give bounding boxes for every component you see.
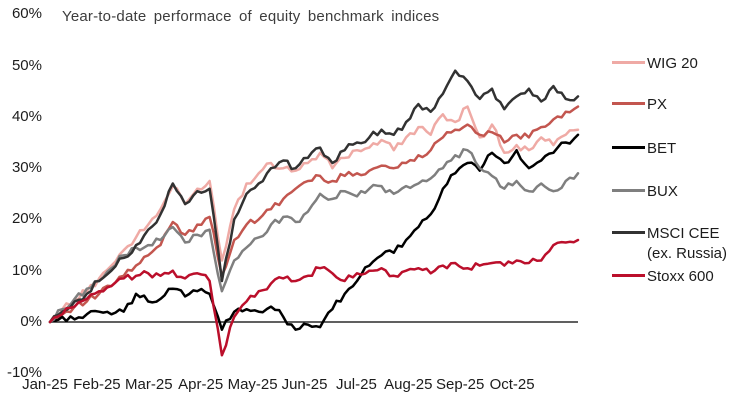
x-tick-label: Apr-25: [178, 376, 224, 393]
legend-swatch-icon: [612, 146, 645, 149]
legend-item: MSCI CEE (ex. Russia): [612, 224, 744, 264]
legend-label: PX: [647, 96, 668, 113]
legend-label: Stoxx 600: [647, 268, 714, 285]
y-tick-label: 40%: [11, 107, 42, 125]
series-line-px: [48, 105, 580, 324]
y-tick-label: 0%: [20, 313, 42, 330]
y-tick-label: 20%: [11, 210, 42, 228]
legend-item: PX: [612, 95, 744, 115]
x-tick-label: Jun-25: [281, 376, 328, 393]
y-tick-label: 60%: [11, 5, 42, 23]
chart-title: Year-to-date performace of equity benchm…: [62, 8, 440, 25]
legend-swatch-icon: [612, 189, 645, 192]
x-tick-label: Jul-25: [335, 376, 377, 393]
series-line-msci-cee-ex-russia: [48, 69, 580, 324]
y-tick-label: 30%: [11, 159, 42, 177]
series-line-bux: [48, 148, 580, 324]
legend-swatch-icon: [612, 274, 645, 277]
series-line-bet: [48, 133, 580, 331]
legend-label: BET: [647, 140, 677, 157]
legend-label: WIG 20: [647, 55, 698, 72]
y-tick-label: 50%: [11, 56, 42, 74]
legend-swatch-icon: [612, 231, 645, 234]
x-tick-label: Sep-25: [436, 376, 485, 393]
x-tick-label: May-25: [227, 376, 278, 393]
legend-label: MSCI CEE (ex. Russia): [647, 225, 728, 262]
x-tick-label: Aug-25: [384, 376, 433, 393]
series-line-stoxx-600: [48, 238, 580, 357]
x-tick-label: Oct-25: [489, 376, 535, 393]
x-tick-label: Mar-25: [125, 376, 173, 393]
series-line-wig-20: [48, 105, 580, 324]
legend-item: BUX: [612, 182, 744, 202]
legend-item: WIG 20: [612, 54, 744, 74]
legend-item: BET: [612, 139, 744, 159]
legend-swatch-icon: [612, 61, 645, 64]
legend-label: BUX: [647, 183, 678, 200]
y-tick-label: -10%: [6, 364, 42, 382]
legend-item: Stoxx 600: [612, 267, 744, 287]
y-tick-label: 10%: [11, 261, 42, 279]
x-tick-label: Feb-25: [73, 376, 121, 393]
legend-swatch-icon: [612, 102, 645, 105]
x-tick-label: Jan-25: [22, 376, 68, 393]
